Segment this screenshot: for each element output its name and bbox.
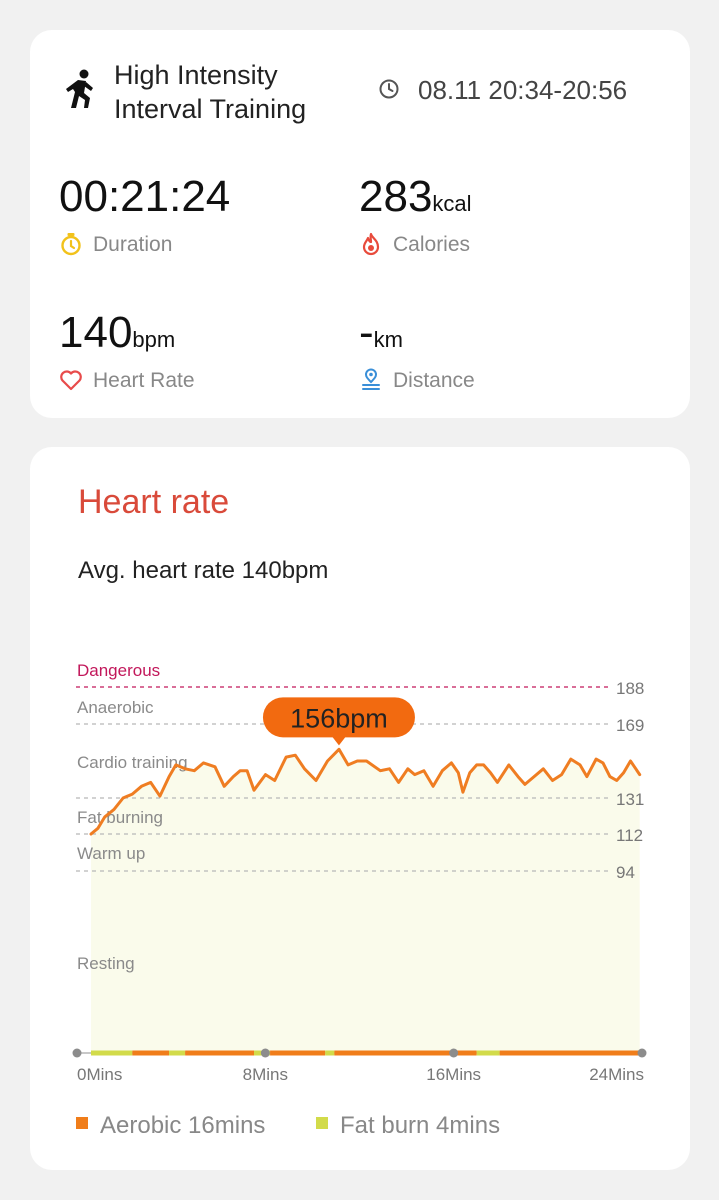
zone-bar-segment	[325, 1050, 335, 1056]
legend-aerobic-label: Aerobic 16mins	[100, 1112, 266, 1139]
x-tick-label: 8Mins	[243, 1065, 288, 1084]
clock-icon	[379, 79, 399, 99]
zone-bar-segment	[169, 1050, 186, 1056]
running-icon	[66, 69, 93, 108]
heart-rate-label: Heart Rate	[93, 369, 195, 392]
peak-callout-label: 156bpm	[290, 703, 388, 733]
stopwatch-icon	[61, 233, 81, 256]
workout-title: High Intensity Interval Training	[114, 60, 307, 124]
zone-bar-segment	[334, 1050, 477, 1056]
calories-label: Calories	[393, 233, 471, 256]
legend-fat-burn: Fat burn 4mins	[316, 1112, 500, 1140]
zone-bar-segment	[476, 1050, 500, 1056]
zone-label-resting: Resting	[77, 954, 135, 973]
x-tick-label: 24Mins	[589, 1065, 644, 1084]
heart-rate-card: Heart rate Avg. heart rate 140bpm 188 169…	[30, 447, 690, 1170]
average-heart-rate: Avg. heart rate 140bpm	[78, 557, 329, 584]
y-tick-188: 188	[616, 679, 644, 698]
x-tick-dot	[449, 1048, 459, 1058]
x-tick-label: 0Mins	[77, 1065, 122, 1084]
y-tick-112: 112	[616, 826, 643, 845]
distance-label: Distance	[393, 369, 475, 392]
heart-rate-chart: 188 169 131 112 94 Dangerous Anaerobic Cardio t…	[72, 661, 647, 1084]
heart-rate-title: Heart rate	[78, 483, 230, 521]
y-tick-131: 131	[616, 790, 644, 809]
legend-fat-burn-swatch	[316, 1117, 328, 1129]
zone-bar-segment	[270, 1050, 326, 1056]
zone-label-anaerobic: Anaerobic	[77, 698, 154, 717]
heart-rate-line	[89, 747, 642, 836]
legend-fat-burn-label: Fat burn 4mins	[340, 1112, 501, 1139]
heart-rate-unit: bpm	[132, 327, 176, 352]
flame-icon	[362, 232, 380, 256]
y-tick-169: 169	[616, 716, 644, 735]
location-pin-icon	[362, 368, 380, 390]
zone-label-fat-burning: Fat burning	[77, 808, 163, 827]
heart-icon	[60, 370, 82, 391]
heart-rate-area	[91, 749, 640, 1053]
legend-aerobic: Aerobic 16mins	[76, 1112, 265, 1140]
duration-label: Duration	[93, 233, 173, 256]
workout-summary-card: High Intensity Interval Training 08.11 2…	[30, 30, 690, 418]
calories-value: 283	[359, 172, 433, 221]
zone-bar-segment	[499, 1050, 640, 1056]
duration-value: 00:21:24	[59, 172, 231, 221]
heart-rate-value: 140	[59, 308, 133, 357]
calories-unit: kcal	[432, 191, 472, 216]
distance-value: -	[359, 308, 374, 357]
x-tick-dot	[260, 1048, 270, 1058]
zone-bar-segment	[185, 1050, 255, 1056]
workout-time-range: 08.11 20:34-20:56	[418, 75, 628, 105]
legend-aerobic-swatch	[76, 1117, 88, 1129]
distance-unit: km	[373, 327, 403, 352]
x-tick-dot	[72, 1048, 82, 1058]
peak-callout-pointer	[331, 736, 346, 746]
zone-bar-segment	[91, 1050, 133, 1056]
x-tick-label: 16Mins	[426, 1065, 481, 1084]
zone-label-dangerous: Dangerous	[77, 661, 160, 680]
x-tick-dot	[637, 1048, 647, 1058]
zone-label-warm-up: Warm up	[77, 844, 145, 863]
y-tick-94: 94	[616, 863, 635, 882]
zone-label-cardio-training: Cardio training	[77, 753, 188, 772]
peak-callout-bubble	[262, 697, 415, 738]
zone-bar-segment	[132, 1050, 170, 1056]
